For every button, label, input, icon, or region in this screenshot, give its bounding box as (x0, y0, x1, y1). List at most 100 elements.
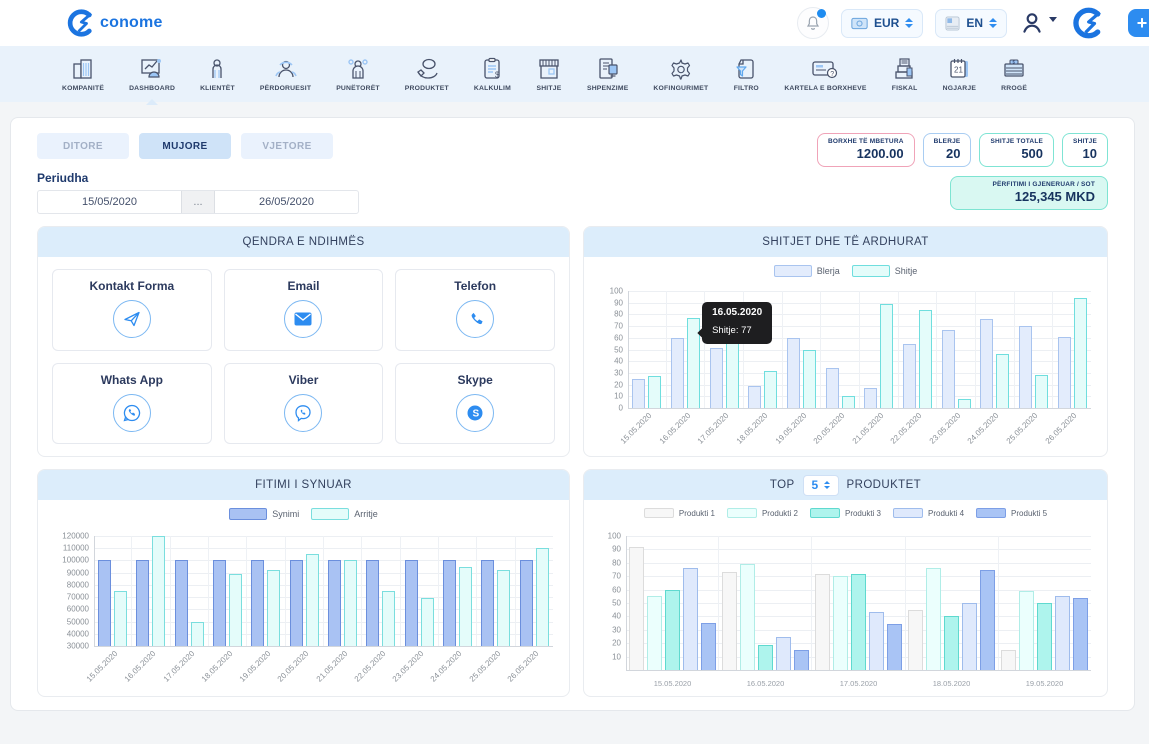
bar[interactable] (739, 564, 755, 670)
bar[interactable] (757, 644, 773, 670)
bar[interactable] (1057, 336, 1071, 408)
bar[interactable] (267, 570, 281, 646)
bar[interactable] (682, 568, 698, 670)
bar[interactable] (481, 560, 495, 646)
bar[interactable] (841, 396, 855, 408)
bar[interactable] (687, 317, 700, 408)
bar[interactable] (98, 560, 112, 646)
bar[interactable] (305, 554, 319, 646)
help-card-whatsapp[interactable]: Whats App (52, 362, 212, 444)
bar[interactable] (919, 309, 933, 408)
bar[interactable] (944, 616, 960, 670)
bar[interactable] (328, 560, 342, 646)
top-n-spinner[interactable]: 5 (802, 474, 839, 496)
bar[interactable] (382, 591, 396, 646)
bar[interactable] (628, 546, 644, 670)
bar[interactable] (535, 548, 549, 646)
bar[interactable] (1073, 298, 1087, 408)
bar[interactable] (671, 337, 684, 408)
tab-vjetore[interactable]: VJETORE (241, 133, 333, 159)
nav-item-kalkulim[interactable]: $ KALKULIM (474, 56, 511, 92)
bar[interactable] (793, 649, 809, 670)
notifications-button[interactable] (796, 7, 829, 39)
bar[interactable] (748, 385, 762, 408)
bar[interactable] (957, 398, 971, 408)
bar[interactable] (519, 560, 533, 646)
bar[interactable] (996, 354, 1010, 408)
bar[interactable] (825, 368, 839, 408)
brand-logo[interactable]: conome (64, 8, 163, 38)
bar[interactable] (646, 596, 662, 670)
bar[interactable] (497, 570, 511, 646)
bar[interactable] (851, 573, 866, 670)
help-card-kontakt-forma[interactable]: Kontakt Forma (52, 269, 212, 351)
bar[interactable] (344, 560, 358, 646)
bar[interactable] (869, 612, 884, 670)
bar[interactable] (251, 560, 265, 646)
bar[interactable] (721, 572, 737, 670)
nav-item-filtro[interactable]: FILTRO (733, 56, 759, 92)
bar[interactable] (833, 576, 848, 670)
help-card-email[interactable]: Email (223, 269, 384, 351)
bar[interactable] (775, 636, 791, 670)
bar[interactable] (887, 624, 902, 670)
bar[interactable] (632, 378, 646, 408)
bar[interactable] (926, 568, 942, 670)
bar[interactable] (174, 560, 188, 646)
user-menu[interactable] (1019, 10, 1057, 36)
bar[interactable] (1037, 603, 1053, 670)
bar[interactable] (1035, 375, 1049, 408)
bar[interactable] (229, 573, 243, 646)
bar[interactable] (152, 536, 166, 646)
nav-item-ngjarje[interactable]: 21 NGJARJE (943, 56, 977, 92)
nav-item-kompanite[interactable]: KOMPANITË (62, 56, 104, 92)
bar[interactable] (1019, 590, 1035, 670)
bar[interactable] (709, 348, 723, 408)
nav-item-punetoret[interactable]: PUNËTORËT (336, 56, 380, 92)
bar[interactable] (213, 560, 227, 646)
bar[interactable] (980, 319, 994, 408)
tab-ditore[interactable]: DITORE (37, 133, 129, 159)
nav-item-produktet[interactable]: PRODUKTET (405, 56, 449, 92)
bar[interactable] (803, 349, 817, 408)
bar[interactable] (941, 329, 955, 408)
date-from-input[interactable]: 15/05/2020 (81, 196, 138, 208)
bar[interactable] (459, 566, 473, 646)
bar[interactable] (443, 560, 457, 646)
bar[interactable] (1073, 597, 1089, 670)
bar[interactable] (664, 589, 680, 670)
help-card-telefon[interactable]: Telefon (395, 269, 555, 351)
bar[interactable] (366, 560, 380, 646)
bar[interactable] (908, 609, 924, 670)
bar[interactable] (700, 623, 716, 670)
bar[interactable] (114, 591, 128, 646)
help-card-skype[interactable]: Skype S (395, 362, 555, 444)
nav-item-fiskal[interactable]: FISKAL (892, 56, 918, 92)
bar[interactable] (980, 569, 996, 670)
bar[interactable] (725, 338, 739, 408)
add-button[interactable]: + (1128, 9, 1149, 37)
bar[interactable] (962, 603, 978, 670)
bar[interactable] (787, 337, 801, 408)
date-to-input[interactable]: 26/05/2020 (258, 196, 315, 208)
bar[interactable] (648, 376, 662, 408)
nav-item-rroge[interactable]: $ RROGË (1001, 56, 1027, 92)
nav-item-dashboard[interactable]: DASHBOARD (129, 56, 175, 92)
nav-item-kofingurimet[interactable]: KOFINGURIMET (653, 56, 708, 92)
conome-icon[interactable] (1069, 6, 1103, 40)
bar[interactable] (136, 560, 150, 646)
currency-select[interactable]: EUR (840, 8, 924, 38)
bar[interactable] (289, 560, 303, 646)
nav-item-perdoruesit[interactable]: PËRDORUESIT (260, 56, 311, 92)
bar[interactable] (815, 573, 830, 670)
help-card-viber[interactable]: Viber (223, 362, 384, 444)
nav-item-klientet[interactable]: KLIENTËT (200, 56, 235, 92)
bar[interactable] (404, 560, 418, 646)
nav-item-kartela-e-borxheve[interactable]: ? KARTELA E BORXHEVE (784, 56, 866, 92)
date-range-button[interactable]: ... (181, 191, 215, 213)
bar[interactable] (190, 621, 204, 646)
bar[interactable] (764, 370, 778, 408)
bar[interactable] (864, 388, 878, 408)
nav-item-shpenzime[interactable]: SHPENZIME (587, 56, 628, 92)
nav-item-shitje[interactable]: SHITJE (536, 56, 562, 92)
